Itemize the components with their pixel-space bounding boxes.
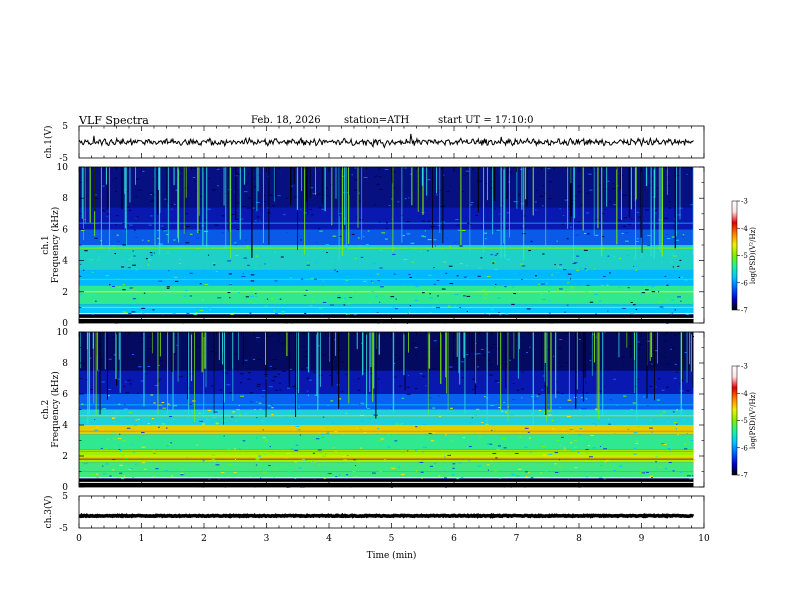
ch1-waveform-ytick-label: -5 [59,154,68,164]
ch1-colorbar-tick-label: -4 [741,225,748,233]
ch2-spectrogram-band-3 [79,434,694,450]
ch2-colorbar-tick-label: -5 [741,417,748,425]
colorbar-layer: -3 -4 -5 -6 -7 log(PSD)(V²/Hz) -3 -4 -5 -6 -7 log(P… [731,198,757,480]
ch2-colorbar-tick-label: -7 [741,472,748,480]
spectrogram-layer [79,167,696,488]
ch1-waveform-marks [78,133,694,149]
xaxis-tick-label: 5 [389,534,395,544]
ch3-waveform-ytick-label: -5 [59,524,68,534]
ch2-colorbar-tick-label: -6 [741,444,748,452]
ch2-colorbar: -3 -4 -5 -6 -7 log(PSD)(V²/Hz) [731,363,757,480]
ch2-colorbar-tick-label: -4 [741,390,748,398]
ch1-colorbar-tick-label: -3 [741,198,748,206]
ch3-waveform-marks [78,512,695,519]
ch1-spectrogram-ytick-label: 4 [62,257,68,267]
ch2-spectrogram-band-4 [79,425,694,435]
xaxis-tick-label: 9 [639,534,645,544]
ch1-colorbar-label: log(PSD)(V²/Hz) [749,227,757,284]
ch2-spectrogram-sferics [80,332,694,425]
ch2-spectrogram-ytick-label: 4 [62,421,68,431]
ch2-spectrogram-band-7 [79,370,694,394]
ch1-colorbar-tick-label: -6 [741,279,748,287]
ch2-spectrogram-ytick-label: 10 [57,328,69,338]
ch1-spectrogram-band-6 [79,207,694,230]
ch3-waveform-trace [78,512,695,519]
ch1-spectrogram-ytick-label: 0 [62,319,68,329]
ch3-waveform-ylabel: ch.3(V) [43,496,54,529]
xaxis-tick-label: 10 [698,534,710,544]
ch2-spectrogram-lf-strip [79,479,694,487]
ch1-colorbar-bar [731,200,738,311]
xaxis-label: Time (min) [367,550,417,561]
ch1-spectrogram-ytick-label: 10 [57,163,69,173]
ch2-spectrogram-band-6 [79,394,694,410]
figure-title: VLF Spectra [79,114,149,127]
ch1-spectrogram-marks [79,167,694,324]
ch1-spectrogram-ylabel: Frequency (kHz) [50,207,61,284]
ch2-colorbar-bar [731,365,738,476]
ch1-colorbar-tick-label: -5 [741,252,748,260]
ch1-waveform-ytick-label: 5 [62,122,68,132]
ch1-waveform-trace [78,133,694,149]
xaxis-tick-label: 8 [576,534,582,544]
ch1-colorbar: -3 -4 -5 -6 -7 log(PSD)(V²/Hz) [731,198,757,315]
xaxis-tick-label: 4 [326,534,332,544]
waveform-layer [78,133,695,519]
ch2-spectrogram-band-8 [79,332,694,371]
xaxis-tick-label: 7 [514,534,520,544]
station-label: station=ATH [344,115,410,126]
ch2-spectrogram-ytick-label: 0 [62,483,68,493]
xaxis-tick-label: 6 [451,534,457,544]
ch2-spectrogram-band-5 [79,409,694,425]
ch2-spectrogram-channel-label: ch.2 [41,400,51,419]
ch1-colorbar-tick-label: -7 [741,307,748,315]
ch2-spectrogram-ytick-label: 6 [62,390,68,400]
ch1-spectrogram-band-2 [79,285,694,305]
xaxis-tick-label: 0 [76,534,82,544]
ch1-spectrogram-sferics [81,167,694,261]
date-label: Feb. 18, 2026 [251,115,321,126]
ch2-spectrogram-ylabel: Frequency (kHz) [50,371,61,448]
ch1-spectrogram-band-3 [79,269,694,286]
ch2-spectrogram-ytick-label: 8 [62,359,68,369]
ch1-spectrogram-channel-label: ch.1 [41,235,51,254]
ch1-spectrogram-ytick-label: 2 [62,288,68,298]
ch1-spectrogram-ytick-label: 6 [62,225,68,235]
xaxis-tick-label: 3 [264,534,270,544]
ch2-spectrogram-band-1 [79,462,694,478]
ch2-spectrogram-marks [79,332,696,488]
xaxis-tick-label: 2 [201,534,207,544]
ch2-colorbar-label: log(PSD)(V²/Hz) [749,392,757,449]
ch2-colorbar-tick-label: -3 [741,363,748,371]
ch1-spectrogram-lf-strip [79,315,694,323]
start-time-label: start UT = 17:10:0 [438,115,534,126]
xaxis-tick-label: 1 [139,534,145,544]
ch3-waveform-ytick-label: 5 [62,492,68,502]
ch1-spectrogram-ytick-label: 8 [62,194,68,204]
ch1-waveform-ylabel: ch.1(V) [43,126,54,159]
ch1-spectrogram-band-4 [79,245,694,270]
ch2-spectrogram-ytick-label: 2 [62,452,68,462]
